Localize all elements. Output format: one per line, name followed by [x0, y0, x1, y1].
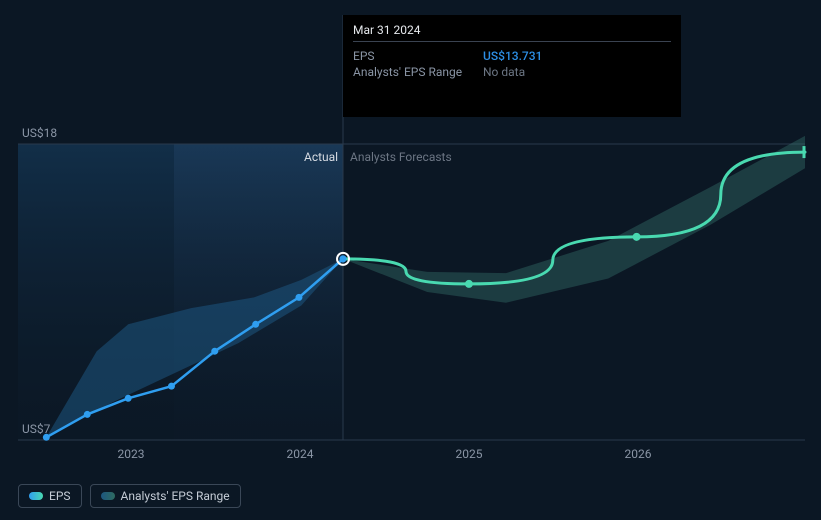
tooltip-row-value: US$13.731: [483, 48, 542, 64]
tooltip-row-key: Analysts' EPS Range: [353, 64, 465, 80]
legend: EPS Analysts' EPS Range: [18, 484, 241, 508]
legend-label: EPS: [49, 489, 71, 503]
legend-range[interactable]: Analysts' EPS Range: [90, 484, 241, 508]
eps-forecast-chart: { "layout": { "width": 821, "height": 52…: [0, 0, 821, 520]
legend-eps[interactable]: EPS: [18, 484, 82, 508]
label-forecast: Analysts Forecasts: [350, 150, 452, 164]
tooltip: Mar 31 2024 EPS US$13.731 Analysts' EPS …: [343, 15, 681, 117]
legend-swatch-icon: [29, 492, 43, 500]
x-axis-tick-label: 2025: [456, 447, 483, 461]
x-axis-tick-label: 2023: [118, 447, 145, 461]
legend-swatch-icon: [101, 492, 115, 500]
label-actual: Actual: [304, 150, 338, 164]
x-axis-tick-label: 2026: [625, 447, 652, 461]
x-axis-tick-label: 2024: [287, 447, 314, 461]
tooltip-row-value: No data: [483, 64, 525, 80]
tooltip-date: Mar 31 2024: [353, 23, 671, 37]
tooltip-row-key: EPS: [353, 48, 465, 64]
legend-label: Analysts' EPS Range: [121, 489, 230, 503]
y-axis-top-label: US$18: [22, 126, 57, 140]
y-axis-bottom-label: US$7: [22, 422, 50, 436]
